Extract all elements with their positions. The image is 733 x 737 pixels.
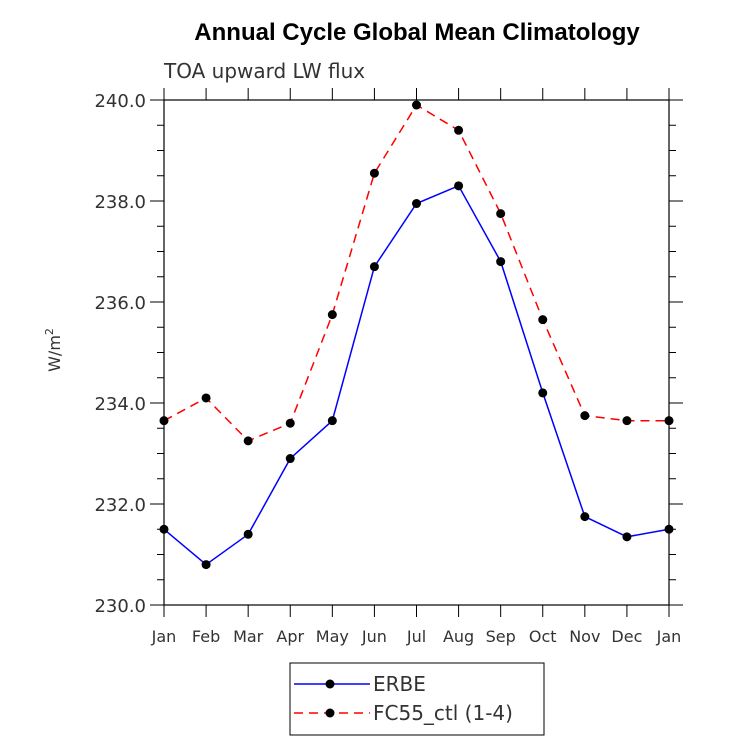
data-point <box>201 560 211 570</box>
data-point <box>496 257 506 267</box>
data-point <box>622 532 632 542</box>
data-point <box>285 418 295 428</box>
data-point <box>538 315 548 325</box>
data-point <box>327 416 337 426</box>
data-point <box>454 181 464 191</box>
legend-label-erbe: ERBE <box>373 672 426 696</box>
y-tick-label: 238.0 <box>94 192 146 213</box>
data-point <box>243 529 253 539</box>
data-point <box>538 388 548 398</box>
data-point <box>369 168 379 178</box>
y-tick-label: 230.0 <box>94 596 146 617</box>
legend-marker-erbe <box>325 679 335 689</box>
x-tick-label: Jan <box>656 627 682 646</box>
x-tick-label: Jun <box>361 627 387 646</box>
data-point <box>496 209 506 219</box>
plot-area: 230.0 232.0 234.0 236.0 238.0 240.0 Jan Feb Mar A… <box>94 88 683 646</box>
data-point <box>622 416 632 426</box>
data-point <box>327 310 337 320</box>
x-tick-label: Mar <box>233 627 264 646</box>
series-line-1 <box>163 103 669 442</box>
y-tick-label: 232.0 <box>94 495 146 516</box>
data-point <box>243 436 253 446</box>
data-point <box>285 454 295 464</box>
y-tick-label: 234.0 <box>94 394 146 415</box>
data-point <box>159 416 169 426</box>
x-tick-label: Aug <box>443 627 474 646</box>
x-tick-label: Apr <box>276 627 304 646</box>
x-tick-label: Jan <box>151 627 177 646</box>
data-point <box>369 262 379 272</box>
series-line-0 <box>163 184 670 566</box>
plot-frame <box>163 99 670 606</box>
data-point <box>201 393 211 403</box>
x-tick-label: Jul <box>406 627 426 646</box>
legend-marker-fc55 <box>325 708 335 718</box>
data-point <box>454 125 464 135</box>
data-point <box>412 100 421 110</box>
x-tick-label: May <box>316 627 349 646</box>
y-tick-label: 236.0 <box>94 293 146 314</box>
chart-subtitle: TOA upward LW flux <box>163 59 365 83</box>
y-axis-label-text: W/m <box>45 335 64 372</box>
legend-label-fc55: FC55_ctl (1-4) <box>373 701 513 725</box>
x-tick-label: Nov <box>569 627 600 646</box>
data-point <box>412 199 421 209</box>
data-point <box>580 411 590 421</box>
y-tick-label: 240.0 <box>94 91 146 112</box>
x-tick-label: Feb <box>192 627 220 646</box>
chart-title: Annual Cycle Global Mean Climatology <box>194 19 640 46</box>
data-point <box>159 524 169 534</box>
data-point <box>664 416 674 426</box>
x-tick-label: Dec <box>611 627 642 646</box>
x-tick-label: Oct <box>529 627 557 646</box>
data-point <box>664 524 674 534</box>
x-tick-label: Sep <box>486 627 516 646</box>
y-axis-label: W/m2 <box>43 328 64 372</box>
data-point <box>580 512 590 522</box>
y-axis-label-superscript: 2 <box>43 328 56 335</box>
legend-box <box>289 662 545 736</box>
legend: ERBE FC55_ctl (1-4) <box>289 662 545 736</box>
